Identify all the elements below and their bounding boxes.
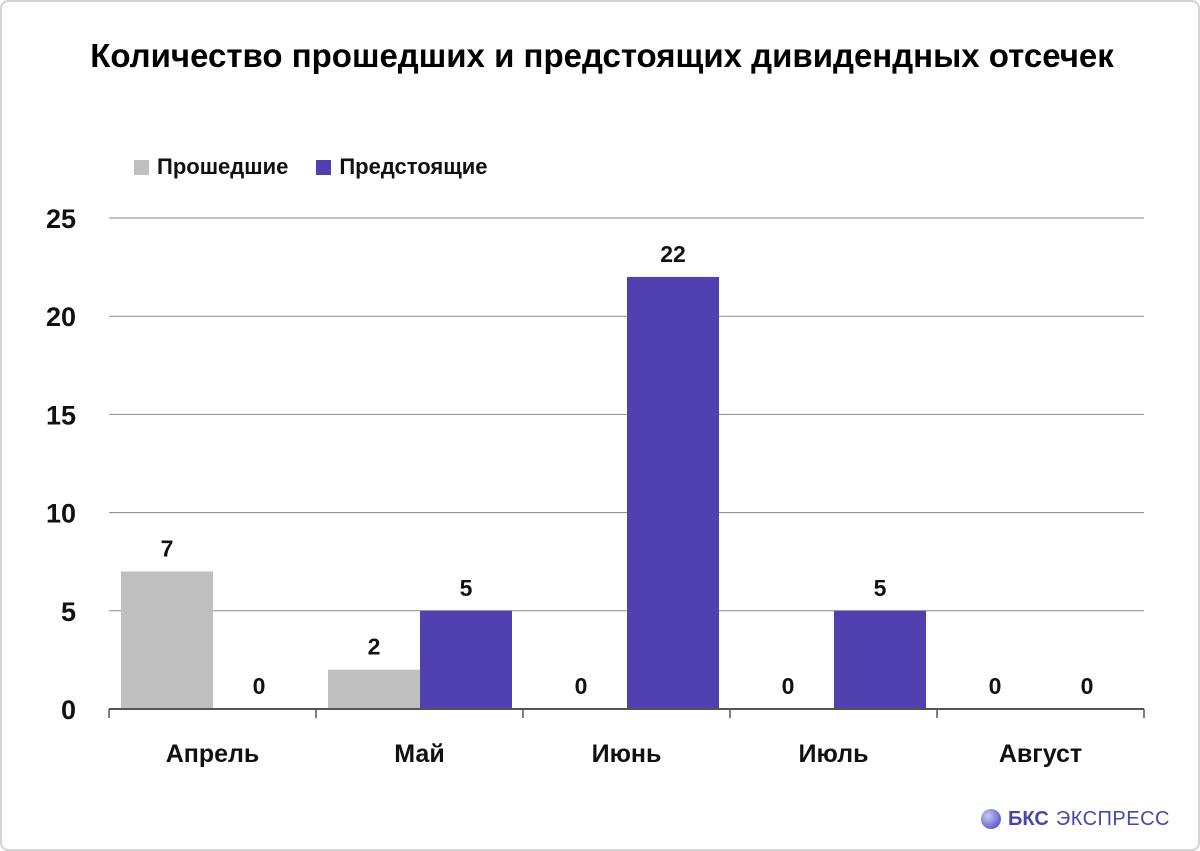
- legend-label-upcoming: Предстоящие: [339, 154, 488, 179]
- y-tick-label: 0: [61, 695, 76, 725]
- data-label: 22: [660, 241, 686, 267]
- x-tick-label: Апрель: [166, 740, 260, 768]
- x-tick-label: Август: [999, 740, 1082, 768]
- bar-upcoming: [834, 610, 926, 709]
- y-tick-label: 15: [46, 400, 76, 430]
- legend-item-upcoming: Предстоящие: [316, 154, 488, 180]
- data-label: 5: [874, 575, 887, 601]
- brand-logo: БКС ЭКСПРЕСС: [981, 805, 1170, 833]
- x-tick-label: Июль: [799, 740, 869, 768]
- x-tick-label: Июнь: [592, 740, 662, 768]
- y-tick-label: 20: [46, 302, 76, 332]
- data-label: 2: [368, 634, 381, 660]
- bar-past: [121, 571, 213, 709]
- legend-label-past: Прошедшие: [157, 154, 289, 179]
- chart-title: Количество прошедших и предстоящих дивид…: [90, 37, 1114, 74]
- data-label: 0: [253, 673, 266, 699]
- brand-name-bold: БКС: [1008, 807, 1049, 830]
- data-label: 0: [575, 673, 588, 699]
- legend-swatch-upcoming: [316, 159, 332, 175]
- y-tick-label: 5: [61, 597, 76, 627]
- data-label: 0: [782, 673, 795, 699]
- bar-past: [328, 669, 420, 709]
- bks-sphere-icon: [981, 809, 1002, 829]
- brand-name-rest: ЭКСПРЕСС: [1055, 807, 1170, 830]
- bar-upcoming: [627, 276, 719, 709]
- legend: Прошедшие Предстоящие: [134, 153, 516, 181]
- data-label: 7: [161, 536, 174, 562]
- data-label: 0: [1081, 673, 1094, 699]
- data-label: 5: [460, 575, 473, 601]
- x-tick-label: Май: [394, 740, 444, 768]
- bar-upcoming: [420, 610, 512, 709]
- legend-swatch-past: [134, 159, 149, 175]
- y-tick-label: 25: [46, 204, 76, 234]
- data-label: 0: [989, 673, 1002, 699]
- y-tick-label: 10: [46, 499, 76, 529]
- legend-item-past: Прошедшие: [134, 154, 288, 180]
